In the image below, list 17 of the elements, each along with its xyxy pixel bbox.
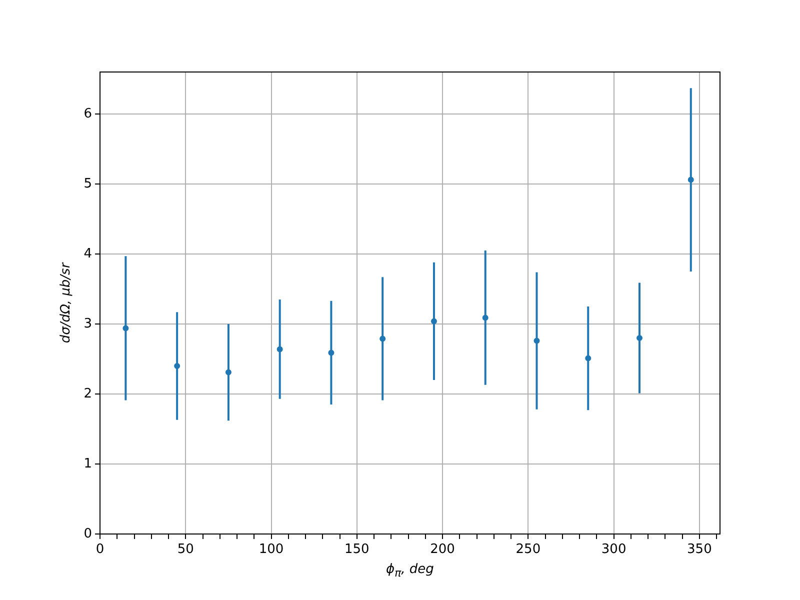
- x-tick-label: 0: [96, 542, 104, 558]
- x-tick-label: 150: [344, 542, 370, 558]
- y-tick-label: 5: [84, 176, 92, 192]
- x-axis-title: ϕ$_{π}$, deg: [386, 562, 434, 580]
- x-tick-label: 300: [601, 542, 626, 558]
- x-tick-label: 100: [258, 542, 284, 558]
- y-tick-label: 2: [84, 386, 92, 402]
- y-tick-label: 4: [84, 246, 92, 262]
- x-tick-label: 200: [430, 542, 455, 558]
- y-tick-label: 3: [84, 316, 92, 332]
- y-tick-label: 0: [84, 526, 92, 542]
- x-tick-label: 250: [516, 542, 541, 558]
- y-tick-label: 6: [84, 106, 92, 122]
- x-tick-label: 350: [687, 542, 712, 558]
- y-tick-label: 1: [84, 456, 92, 472]
- x-tick-label: 50: [177, 542, 194, 558]
- y-axis-title: dσ/dΩ, μb/sr: [58, 262, 74, 344]
